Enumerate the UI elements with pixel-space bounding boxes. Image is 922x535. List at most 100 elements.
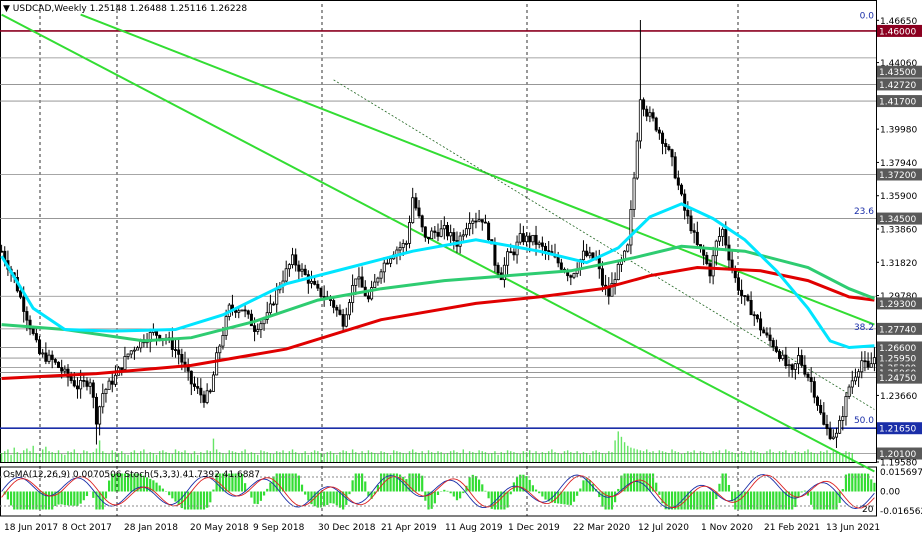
- candle-body: [787, 364, 791, 367]
- candle-body: [654, 117, 658, 131]
- price-tick-label: 1.23660: [880, 392, 917, 402]
- price-tick-label: 1.37940: [880, 159, 917, 169]
- price-label-box: [877, 24, 922, 37]
- price-tick-label: 1.25950: [879, 355, 916, 365]
- price-label-box: [877, 168, 922, 181]
- candle-body: [72, 380, 76, 387]
- price-label-box: [877, 371, 922, 384]
- price-label-box: [877, 341, 922, 354]
- candle-body: [746, 295, 750, 301]
- candle-body: [221, 334, 225, 347]
- candle-body: [389, 258, 393, 264]
- candle-body: [502, 264, 506, 281]
- time-axis-label: 11 Aug 2019: [445, 523, 503, 533]
- candle-body: [651, 112, 655, 119]
- candle-body: [376, 277, 380, 283]
- candle-body: [91, 382, 95, 398]
- candle-body: [56, 361, 61, 368]
- candle-body: [237, 310, 241, 313]
- candle-body: [126, 353, 130, 357]
- candle-body: [38, 339, 42, 354]
- price-tick-label: 1.19580: [880, 459, 917, 469]
- candle-body: [360, 276, 364, 288]
- candle-body: [449, 232, 453, 237]
- price-label-box: [877, 297, 922, 310]
- candle-body: [417, 207, 421, 217]
- candle-body: [347, 302, 351, 316]
- candle-body: [85, 380, 89, 387]
- candle-body: [585, 250, 589, 257]
- candle-body: [825, 423, 829, 429]
- price-tick-label: 1.46650: [880, 17, 917, 27]
- candle-body: [822, 412, 826, 425]
- stoch-signal-line: [1, 474, 875, 509]
- price-tick-label: 1.35900: [880, 192, 917, 202]
- candle-body: [708, 263, 712, 277]
- candle-body: [253, 325, 257, 332]
- candle-body: [664, 143, 668, 147]
- candle-body: [613, 279, 617, 284]
- candle-body: [872, 357, 876, 365]
- price-tick-label: 1.41700: [879, 98, 916, 108]
- candle-body: [762, 329, 766, 334]
- candle-body: [338, 309, 342, 315]
- candle-body: [506, 251, 510, 266]
- candle-body: [88, 382, 92, 387]
- candle-body: [724, 228, 728, 246]
- trend-channel-line: [333, 79, 875, 410]
- candle-body: [525, 235, 529, 243]
- candle-body: [610, 283, 614, 297]
- candle-body: [50, 354, 54, 360]
- trend-channel-line: [80, 13, 875, 326]
- candle-body: [202, 394, 206, 403]
- candle-body: [34, 333, 38, 341]
- candle-body: [104, 388, 108, 394]
- price-tick-label: 1.26600: [879, 344, 916, 354]
- candle-body: [60, 367, 64, 372]
- candle-body: [196, 386, 200, 389]
- candle-body: [730, 259, 734, 269]
- candle-body: [246, 310, 250, 315]
- candle-body: [452, 232, 456, 242]
- candle-body: [600, 268, 604, 286]
- time-axis-label: 13 Jun 2021: [826, 523, 880, 533]
- price-tick-label: 1.33860: [880, 226, 917, 236]
- price-tick-label: 1.20100: [879, 450, 916, 460]
- candle-body: [853, 376, 857, 382]
- candle-body: [189, 370, 193, 385]
- candle-body: [436, 232, 440, 237]
- time-axis-label: 12 Jul 2020: [638, 523, 689, 533]
- price-tick-label: 1.34500: [879, 215, 916, 225]
- candle-body: [749, 299, 753, 316]
- candle-body: [433, 230, 437, 233]
- candle-body: [572, 273, 576, 278]
- candle-body: [667, 146, 671, 151]
- candle-body: [28, 319, 32, 330]
- candle-body: [385, 262, 389, 265]
- candle-body: [98, 406, 102, 425]
- candle-body: [588, 252, 592, 257]
- candle-body: [120, 367, 124, 370]
- indicator-tick-label: 0.0156974: [880, 468, 922, 478]
- candle-body: [79, 380, 83, 390]
- candle-body: [63, 368, 67, 372]
- candle-body: [521, 233, 525, 243]
- candle-body: [309, 280, 314, 284]
- candle-body: [838, 420, 842, 434]
- candle-body: [781, 354, 785, 360]
- candle-body: [480, 219, 484, 223]
- price-tick-label: 1.27740: [879, 325, 916, 335]
- candle-body: [82, 380, 86, 382]
- candle-body: [483, 221, 487, 224]
- candle-body: [101, 393, 105, 408]
- candle-body: [759, 318, 763, 331]
- candle-body: [66, 368, 70, 378]
- candle-body: [509, 251, 513, 254]
- time-axis-label: 21 Apr 2019: [381, 523, 437, 533]
- candle-body: [676, 177, 680, 186]
- candle-body: [218, 345, 222, 354]
- ema-fast-line: [0, 202, 875, 350]
- candle-body: [841, 416, 845, 421]
- candle-body: [632, 177, 636, 210]
